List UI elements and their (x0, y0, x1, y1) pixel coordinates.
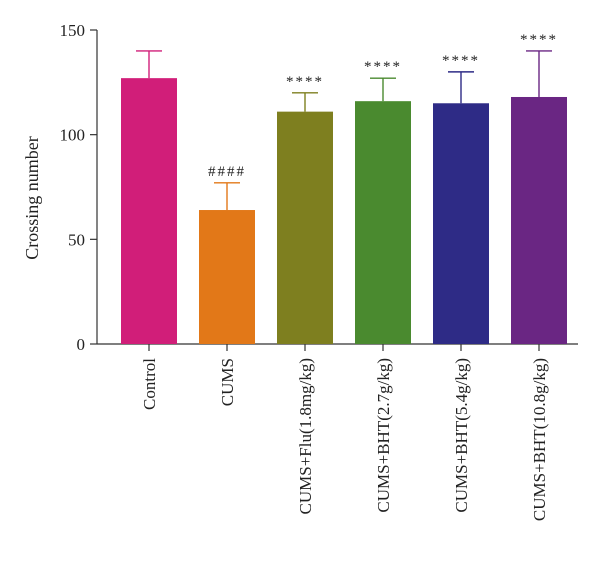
significance-annotations: #### **** **** **** **** (208, 32, 558, 180)
category-labels: Control CUMS CUMS+Flu(1.8mg/kg) CUMS+BHT(2.… (140, 358, 549, 521)
y-tick-label: 150 (60, 21, 86, 40)
y-tick-label: 100 (60, 126, 86, 145)
y-axis: 0 50 100 150 (60, 21, 98, 354)
bar (355, 101, 411, 344)
category-label: CUMS+BHT(5.4g/kg) (452, 358, 471, 513)
bar (433, 103, 489, 345)
category-label: CUMS+BHT(10.8g/kg) (530, 358, 549, 521)
category-label: CUMS+BHT(2.7g/kg) (374, 358, 393, 513)
significance-label: **** (520, 32, 558, 48)
y-axis-title: Crossing number (22, 136, 42, 260)
bar (121, 78, 177, 344)
x-axis (97, 343, 578, 351)
significance-label: **** (442, 53, 480, 69)
bar (277, 111, 333, 344)
category-label: Control (140, 358, 159, 410)
bar (511, 96, 567, 344)
error-bars (136, 50, 552, 211)
bars (121, 78, 567, 345)
significance-label: **** (286, 74, 324, 90)
significance-label: #### (208, 164, 246, 180)
y-tick-label: 50 (68, 230, 85, 249)
category-label: CUMS+Flu(1.8mg/kg) (296, 358, 315, 514)
bar (199, 210, 255, 344)
significance-label: **** (364, 59, 402, 75)
y-tick-label: 0 (77, 335, 86, 354)
category-label: CUMS (218, 358, 237, 406)
